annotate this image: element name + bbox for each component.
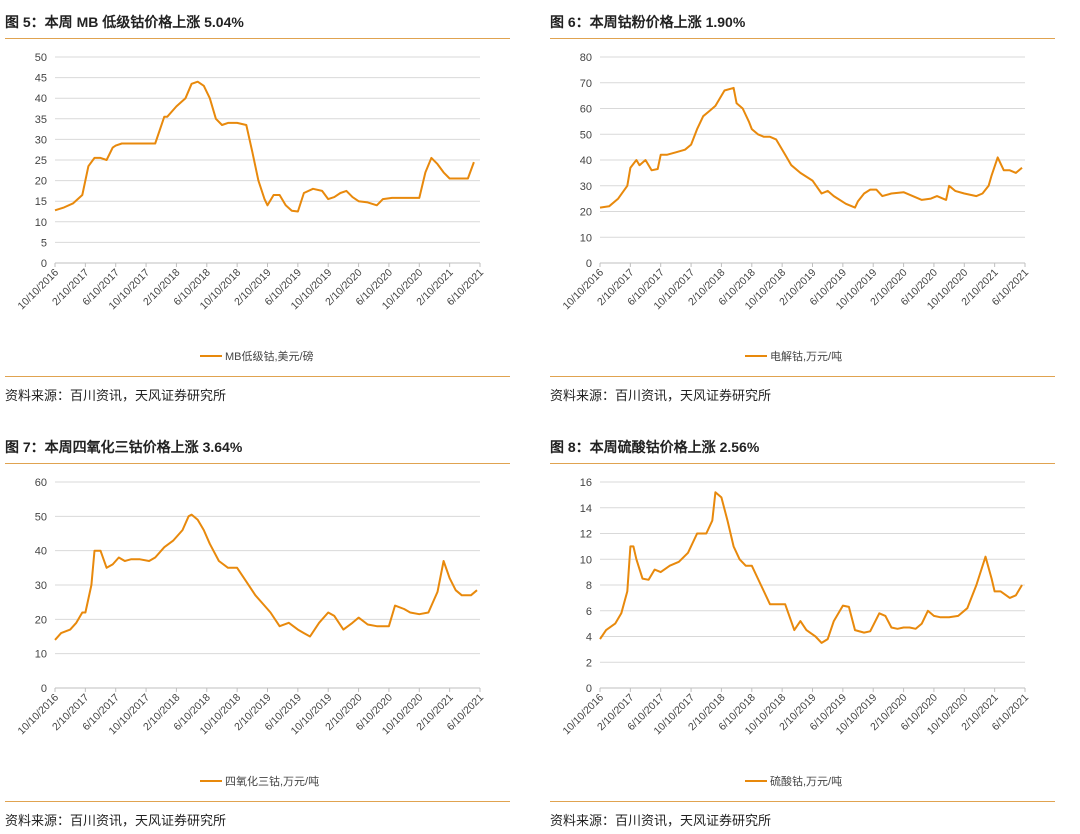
y-tick-label: 20	[35, 614, 47, 626]
line-chart-cobalt-oxide: 010203040506010/10/20162/10/20176/10/201…	[15, 477, 486, 788]
y-tick-label: 8	[586, 580, 592, 592]
legend-label: MB低级钴,美元/磅	[225, 349, 314, 363]
title-divider	[550, 38, 1055, 39]
legend-label: 硫酸钴,万元/吨	[770, 774, 842, 788]
y-tick-label: 50	[35, 52, 47, 64]
source-note: 资料来源：百川资讯，天风证券研究所	[550, 388, 772, 403]
chart-title: 图 7：本周四氧化三钴价格上涨 3.64%	[5, 439, 243, 455]
title-divider	[5, 463, 510, 464]
legend-label: 四氧化三钴,万元/吨	[225, 774, 319, 788]
y-tick-label: 80	[580, 52, 592, 64]
series-line	[599, 491, 1023, 644]
y-tick-label: 14	[580, 503, 592, 515]
y-tick-label: 50	[580, 129, 592, 141]
chart-panel-mb-cobalt: 图 5：本周 MB 低级钴价格上涨 5.04% 0 5 10 15 20 25 30 35 40…	[5, 0, 515, 403]
series-line	[54, 513, 478, 641]
y-tick-label: 5	[41, 237, 47, 249]
y-tick-label: 10	[580, 232, 592, 244]
source-note: 资料来源：百川资讯，天风证券研究所	[550, 813, 772, 828]
y-tick-label: 20	[35, 176, 47, 188]
source-divider	[550, 801, 1055, 802]
y-tick-label: 70	[580, 78, 592, 90]
y-tick-label: 20	[580, 207, 592, 219]
y-tick-label: 2	[586, 657, 592, 669]
y-tick-label: 15	[35, 196, 47, 208]
chart-title: 图 8：本周硫酸钴价格上涨 2.56%	[550, 439, 760, 455]
y-tick-label: 0	[41, 683, 47, 695]
y-tick-label: 50	[35, 511, 47, 523]
y-tick-label: 40	[35, 93, 47, 105]
y-tick-label: 6	[586, 606, 592, 618]
y-tick-label: 40	[35, 546, 47, 558]
y-tick-label: 60	[580, 104, 592, 116]
y-tick-label: 0	[586, 258, 592, 270]
y-tick-label: 30	[35, 134, 47, 146]
legend-label: 电解钴,万元/吨	[770, 349, 842, 363]
y-tick-label: 35	[35, 114, 47, 126]
source-divider	[550, 376, 1055, 377]
line-chart-mb-cobalt: 0510152025303540455010/10/20162/10/20176…	[15, 52, 486, 363]
chart-panel-cobalt-powder: 图 6：本周钴粉价格上涨 1.90% 0 10 20 30 40 50 60 70 80 10/1…	[550, 0, 1060, 403]
y-tick-label: 0	[41, 258, 47, 270]
title-divider	[550, 463, 1055, 464]
series-line	[599, 86, 1023, 209]
y-tick-label: 0	[586, 683, 592, 695]
line-chart-cobalt-sulfate: 024681012141610/10/20162/10/20176/10/201…	[560, 477, 1031, 788]
chart-title: 图 5：本周 MB 低级钴价格上涨 5.04%	[5, 14, 244, 30]
y-tick-label: 45	[35, 73, 47, 85]
source-note: 资料来源：百川资讯，天风证券研究所	[5, 388, 227, 403]
chart-panel-cobalt-sulfate: 图 8：本周硫酸钴价格上涨 2.56% 0 2 4 6 8 10 12 14 16 10/10/2…	[550, 425, 1060, 828]
y-tick-label: 12	[580, 529, 592, 541]
y-tick-label: 4	[586, 632, 592, 644]
y-tick-label: 30	[580, 181, 592, 193]
y-tick-label: 40	[580, 155, 592, 167]
line-chart-cobalt-powder: 0102030405060708010/10/20162/10/20176/10…	[560, 52, 1031, 363]
y-tick-label: 30	[35, 580, 47, 592]
chart-title: 图 6：本周钴粉价格上涨 1.90%	[550, 14, 746, 30]
y-tick-label: 60	[35, 477, 47, 489]
y-tick-label: 10	[35, 217, 47, 229]
series-line	[54, 80, 475, 213]
title-divider	[5, 38, 510, 39]
y-tick-label: 25	[35, 155, 47, 167]
source-divider	[5, 801, 510, 802]
y-tick-label: 10	[580, 554, 592, 566]
chart-panel-cobalt-oxide: 图 7：本周四氧化三钴价格上涨 3.64% 0 10 20 30 40 50 60 10/10…	[5, 425, 515, 828]
y-tick-label: 16	[580, 477, 592, 489]
y-tick-label: 10	[35, 649, 47, 661]
source-note: 资料来源：百川资讯，天风证券研究所	[5, 813, 227, 828]
source-divider	[5, 376, 510, 377]
